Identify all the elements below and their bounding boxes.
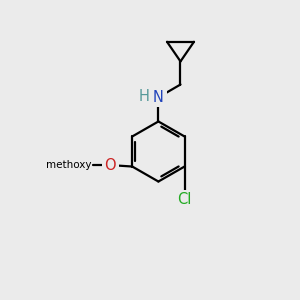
Text: N: N [153,90,164,105]
Text: Cl: Cl [177,192,192,207]
Text: O: O [104,158,116,173]
Text: methoxy: methoxy [46,160,92,170]
Text: H: H [139,88,149,104]
